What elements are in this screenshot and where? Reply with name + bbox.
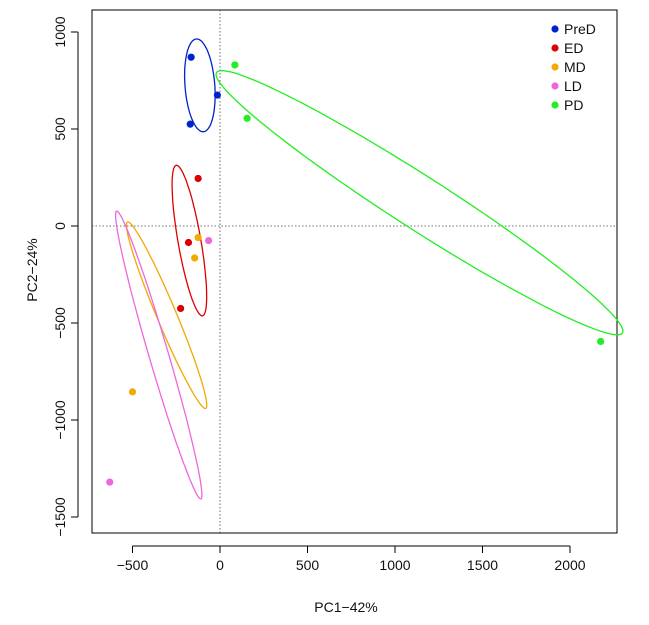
y-tick-label: 0 [52, 222, 68, 230]
x-tick-label: 0 [216, 557, 224, 573]
legend-label-pd: PD [564, 97, 583, 113]
point-md [128, 388, 137, 396]
point-md [194, 234, 202, 242]
ellipse-pd [215, 70, 624, 336]
y-tick-label: −500 [52, 307, 68, 339]
legend-marker-md [551, 63, 559, 71]
ellipse-ed [171, 164, 208, 317]
legend-marker-pred [551, 25, 559, 33]
point-ld [106, 478, 114, 486]
x-tick-label: 1000 [379, 557, 410, 573]
legend-marker-ed [551, 44, 559, 52]
point-pd [597, 337, 605, 346]
x-tick-label: 1500 [467, 557, 498, 573]
x-axis-label: PC1−42% [314, 599, 377, 615]
point-md [191, 254, 199, 262]
legend-marker-ld [551, 82, 559, 90]
x-tick-label: 2000 [554, 557, 585, 573]
legend-label-ld: LD [564, 78, 582, 94]
point-ed [177, 304, 185, 313]
y-axis-label: PC2−24% [24, 238, 40, 301]
y-tick-label: −1000 [52, 400, 68, 440]
point-ed [184, 238, 193, 247]
x-tick-label: −500 [117, 557, 149, 573]
point-ed [194, 174, 202, 183]
point-pred [187, 53, 195, 61]
legend-label-md: MD [564, 59, 586, 75]
point-pd [243, 114, 251, 122]
y-tick-label: −1500 [52, 497, 68, 537]
ellipse-ld [114, 210, 203, 500]
point-pd [231, 61, 239, 69]
plot-frame [91, 9, 618, 534]
y-tick-label: 500 [52, 117, 68, 141]
ellipse-md [125, 221, 208, 410]
point-pred [213, 91, 221, 99]
legend-label-ed: ED [564, 40, 583, 56]
y-tick-label: 1000 [52, 16, 68, 47]
point-ld [205, 236, 213, 245]
x-tick-label: 500 [296, 557, 320, 573]
ellipse-pred [183, 38, 216, 133]
legend-marker-pd [551, 101, 559, 109]
legend-label-pred: PreD [564, 21, 596, 37]
point-pred [186, 120, 194, 128]
